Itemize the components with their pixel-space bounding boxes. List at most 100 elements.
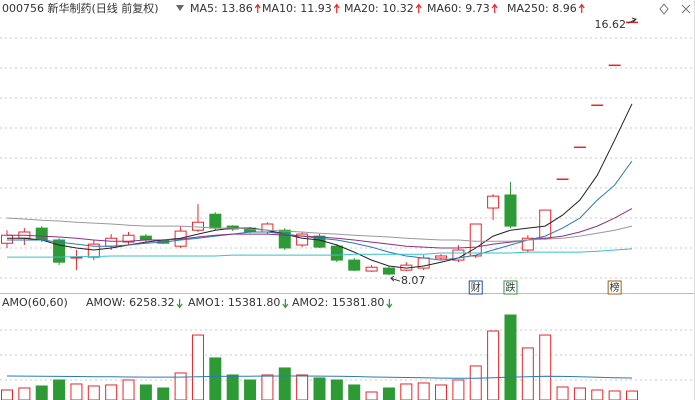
trend-arrow <box>254 3 261 13</box>
amount-bar <box>191 334 204 400</box>
ma-line <box>6 217 633 242</box>
ma-label: MA60: 9.73 <box>427 2 490 15</box>
amount-bar <box>382 387 395 400</box>
ma-label: MA250: 8.96 <box>507 2 577 15</box>
candle-body <box>35 227 48 241</box>
event-badge <box>503 280 518 295</box>
amount-bar <box>313 377 326 400</box>
candle-body <box>122 234 135 243</box>
trend-arrow <box>176 299 183 309</box>
amount-bar <box>539 334 552 400</box>
amount-bar <box>626 390 638 400</box>
candle-body <box>296 233 309 246</box>
amount-bar <box>278 367 291 400</box>
candle-body <box>348 259 361 271</box>
candle-body <box>53 239 66 263</box>
ma-label: MA20: 10.32 <box>344 2 414 15</box>
ma-line <box>7 103 633 269</box>
event-badge <box>468 280 483 295</box>
amount-bar <box>244 379 257 400</box>
amount-bar <box>608 390 621 400</box>
amount-bar <box>330 379 343 400</box>
amount-bar <box>504 314 517 400</box>
amount-bar <box>400 383 413 400</box>
amount-bar <box>209 357 222 400</box>
event-label: 榜 <box>610 281 620 294</box>
menu-icon[interactable] <box>176 5 184 11</box>
amount-bar <box>469 365 482 400</box>
amount-bar <box>452 379 465 400</box>
candle-body <box>139 235 152 241</box>
amount-bar <box>53 379 66 400</box>
trend-arrow <box>282 299 289 309</box>
amount-bar <box>122 379 135 400</box>
candle-body <box>365 266 378 272</box>
amount-bar <box>365 391 378 400</box>
amount-bar <box>226 374 239 400</box>
amount-bar <box>1 389 13 400</box>
amount-bar <box>296 374 309 400</box>
candle-body <box>1 234 13 244</box>
trend-arrow <box>386 299 393 309</box>
amount-bar <box>139 384 152 400</box>
candle-body <box>626 21 638 24</box>
amount-bar <box>157 387 170 400</box>
candle-body <box>591 104 604 107</box>
trend-arrow <box>578 3 585 13</box>
amount-label: AMO1: 15381.80 <box>188 296 280 309</box>
amount-line <box>6 375 633 379</box>
amount-bar <box>35 385 48 400</box>
candle-body <box>469 223 482 257</box>
amount-bar <box>487 330 500 400</box>
trend-arrow <box>415 3 422 13</box>
grid-decor <box>0 37 695 381</box>
candle-body <box>504 194 517 227</box>
amount-bar <box>105 384 118 400</box>
candle-body <box>191 221 204 231</box>
amount-bar <box>435 384 448 400</box>
candle-body <box>226 225 239 230</box>
ma-label: MA5: 13.86 <box>190 2 253 15</box>
candle-body <box>556 178 569 181</box>
amount-bar <box>261 374 274 400</box>
trend-arrow <box>333 3 340 13</box>
candle-body <box>521 237 534 251</box>
amount-label: AMOW: 6258.32 <box>86 296 175 309</box>
amount-bar <box>573 387 586 400</box>
min-arrow <box>390 275 401 282</box>
event-label: 财 <box>471 281 481 294</box>
amount-label: AMO2: 15381.80 <box>292 296 384 309</box>
candle-body <box>330 245 343 261</box>
amount-bar <box>18 387 31 400</box>
candle-body <box>70 256 83 259</box>
candle-body <box>382 267 395 275</box>
amount-label: AMO(60,60) <box>2 296 68 309</box>
diamond-icon[interactable] <box>659 3 669 15</box>
ma-label: MA10: 11.93 <box>262 2 332 15</box>
max-arrow <box>627 17 637 24</box>
event-badge <box>607 280 622 295</box>
ma-line <box>7 248 633 258</box>
candle-body <box>87 243 100 258</box>
amount-bar <box>87 385 100 400</box>
candle-body <box>608 64 621 67</box>
max-label: 16.62 <box>595 18 627 31</box>
close-icon[interactable] <box>681 4 691 14</box>
trend-arrow <box>491 3 498 13</box>
amount-bar <box>556 386 569 400</box>
candle-body <box>487 195 500 209</box>
amount-bar <box>521 347 534 400</box>
chart-title: 000756 新华制药(日线 前复权) <box>2 1 159 15</box>
amount-bar <box>417 382 430 400</box>
candle-body <box>435 255 448 259</box>
candle-body <box>278 229 291 249</box>
plot: MA5: 13.86 MA10: 11.93 MA20: 10.32 MA60: 9.… <box>1 2 638 400</box>
candle-body <box>573 146 586 149</box>
candle-body <box>105 237 118 247</box>
candle-body <box>209 213 222 229</box>
amount-bar <box>70 383 83 400</box>
amount-bar <box>348 384 361 400</box>
event-label: 跌 <box>505 281 515 294</box>
